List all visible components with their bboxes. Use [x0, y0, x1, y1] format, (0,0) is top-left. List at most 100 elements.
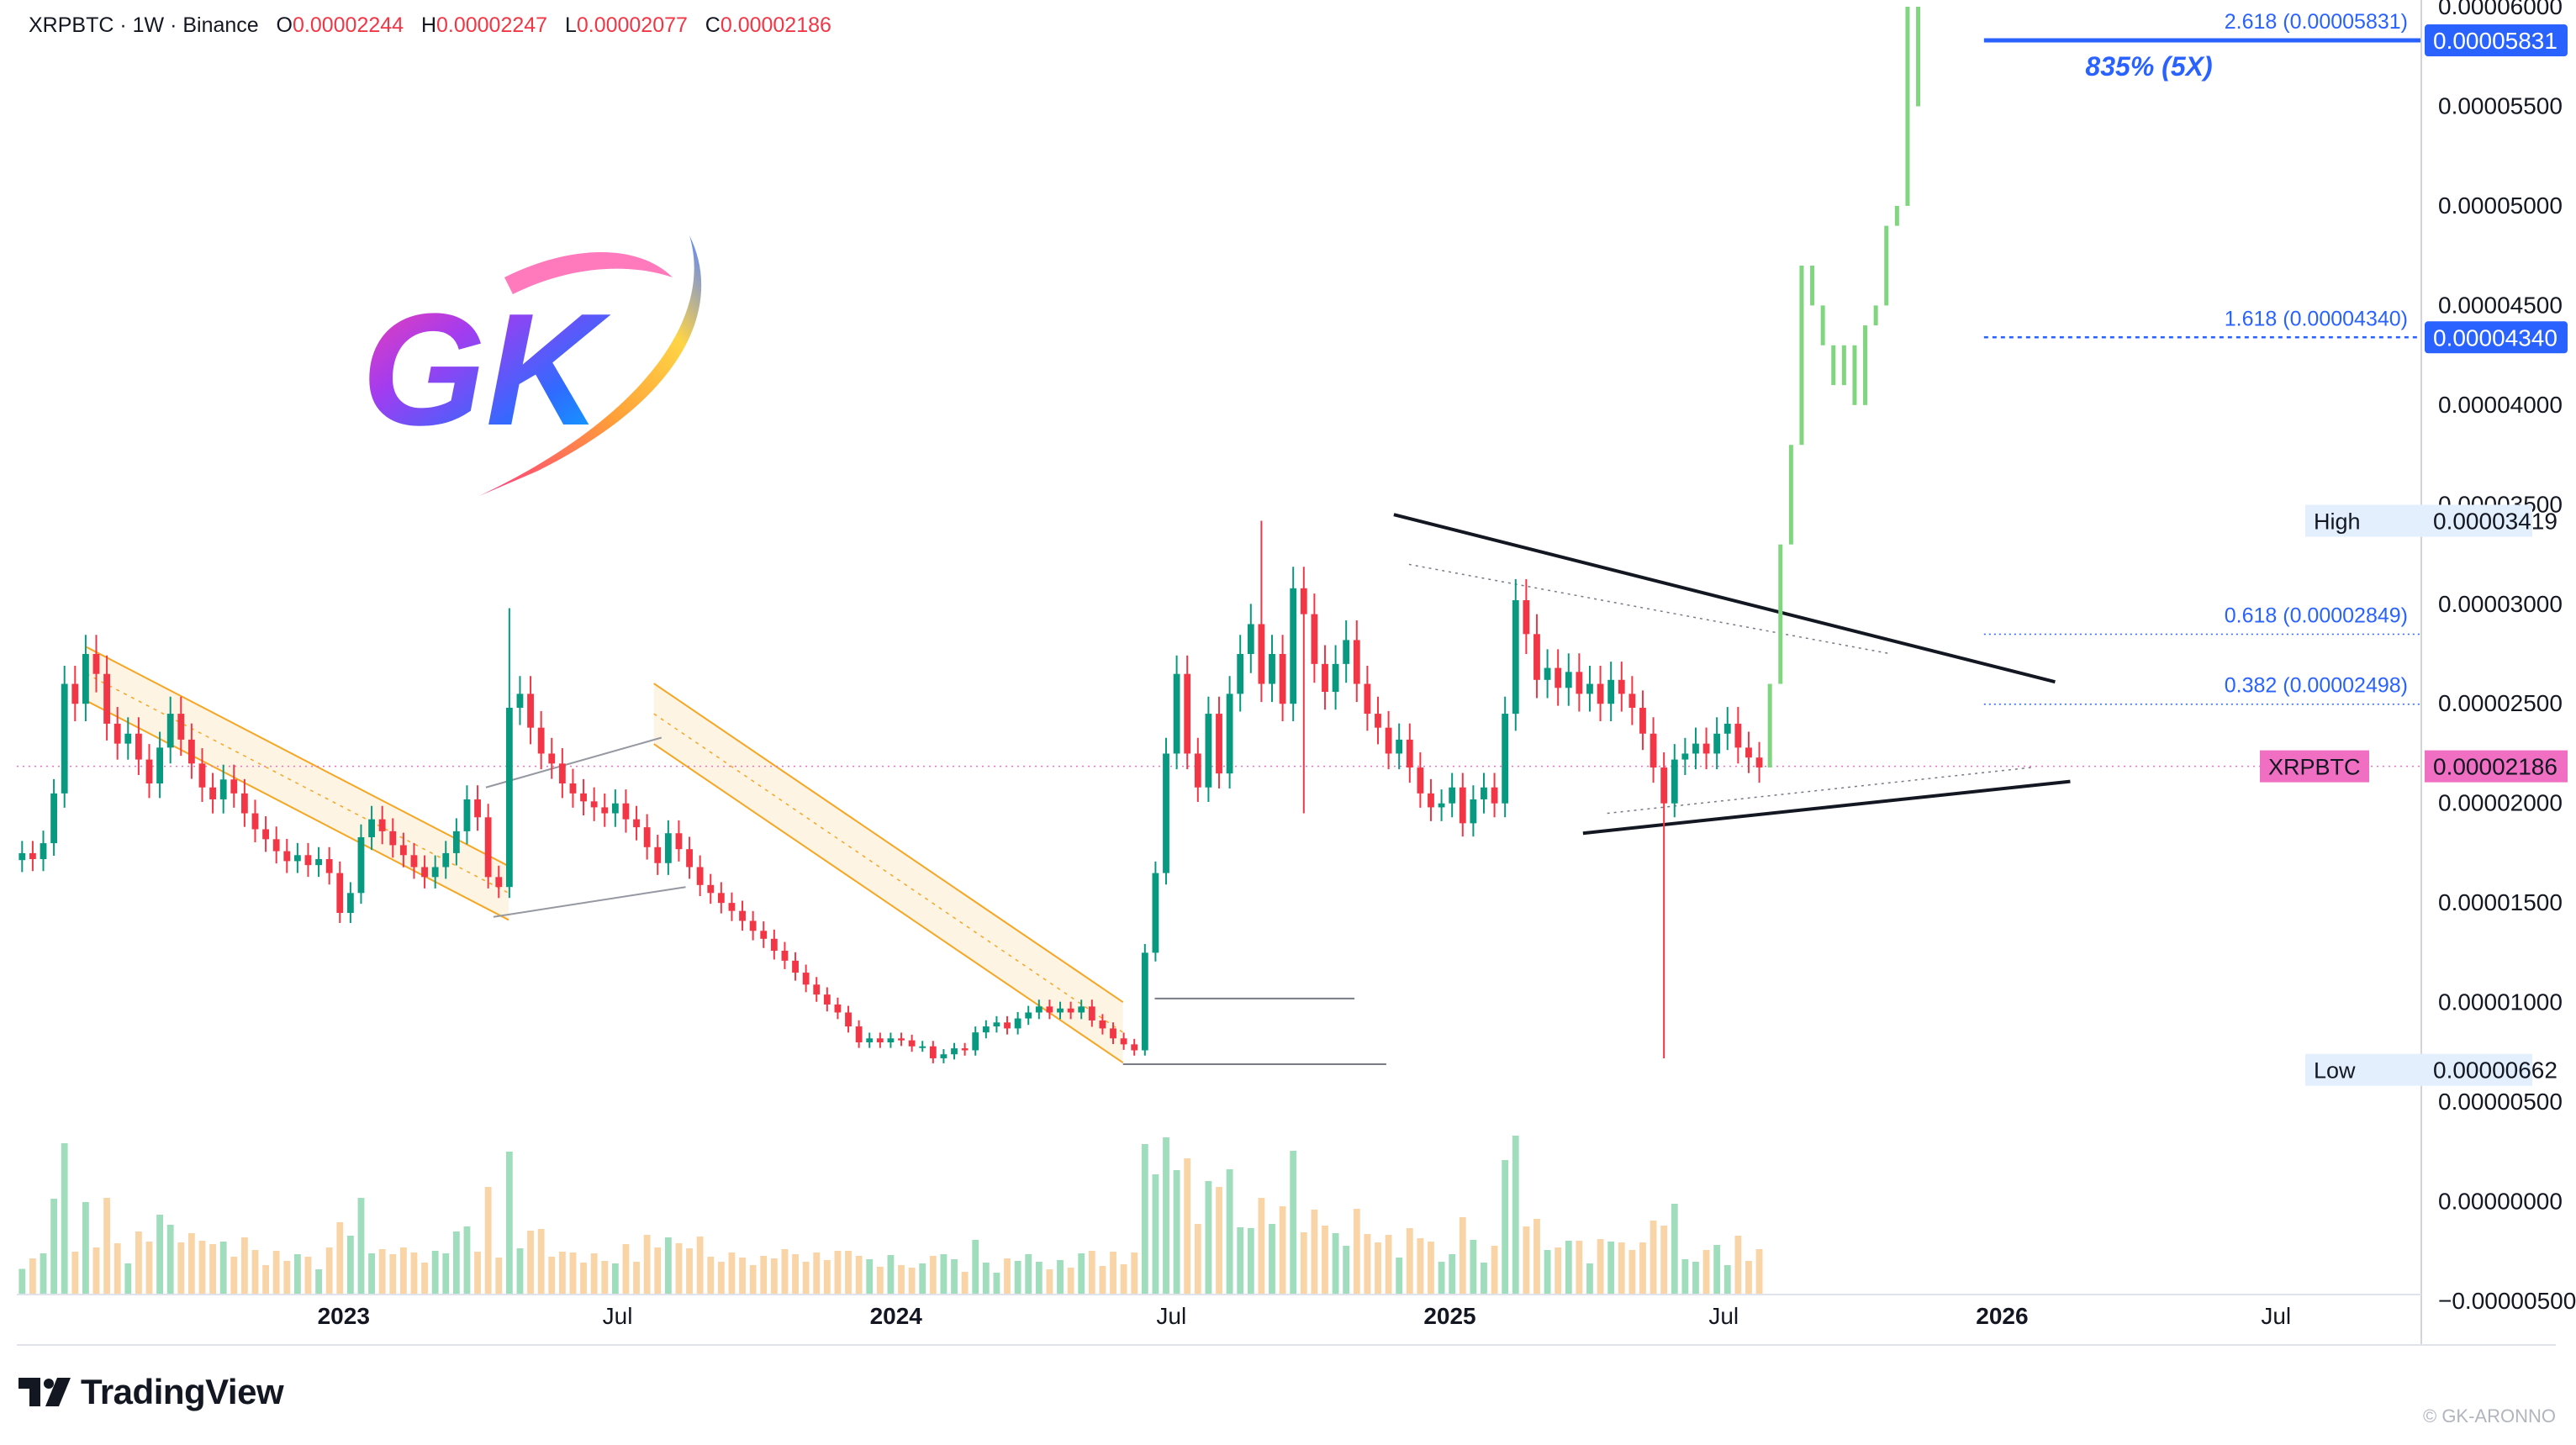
tradingview-wordmark: TradingView — [81, 1372, 284, 1411]
volume-bar — [1544, 1250, 1551, 1295]
volume-bar — [823, 1260, 831, 1295]
ohlc-header: XRPBTC · 1W · Binance O0.00002244 H0.000… — [29, 13, 831, 38]
channel-mid — [653, 713, 1124, 1033]
candle-body — [1702, 743, 1710, 754]
candle-body — [1396, 739, 1403, 754]
candle-body — [399, 845, 407, 856]
time-tick-label: Jul — [1708, 1303, 1739, 1329]
volume-bar — [1163, 1137, 1169, 1295]
volume-bar — [717, 1262, 725, 1295]
flag-upper — [485, 736, 662, 788]
candle-body — [527, 693, 534, 728]
candle-body — [590, 801, 598, 808]
candle-body — [951, 1048, 958, 1055]
candle-body — [813, 984, 821, 995]
candle-body — [770, 938, 778, 952]
fib-label: 0.382 (0.00002498) — [2225, 674, 2408, 698]
candle-body — [315, 859, 322, 866]
candle-body — [82, 654, 89, 704]
candle-body — [1723, 723, 1731, 734]
triangle-upper — [1393, 513, 2056, 684]
volume-bar — [1353, 1209, 1360, 1295]
candle-body — [113, 723, 121, 744]
volume-bar — [1417, 1238, 1424, 1295]
candle-body — [993, 1022, 1000, 1027]
interval[interactable]: 1W — [132, 13, 165, 37]
volume-bar — [357, 1198, 365, 1295]
candle-body — [633, 819, 640, 828]
volume-bar — [569, 1253, 577, 1295]
candle-body — [548, 753, 556, 764]
candle-body — [940, 1054, 948, 1058]
volume-bar — [1194, 1224, 1201, 1295]
tradingview-brand[interactable]: TradingView — [18, 1367, 284, 1417]
candle-body — [1025, 1012, 1032, 1019]
low-label: L — [564, 13, 577, 37]
volume-bar — [1300, 1232, 1307, 1295]
projection-bar — [1894, 205, 1899, 226]
volume-bar — [1110, 1252, 1116, 1295]
volume-bar — [368, 1253, 375, 1295]
candle-body — [1088, 1006, 1095, 1020]
volume-bar — [643, 1235, 651, 1295]
price-tick-label: 0.00001000 — [2438, 989, 2563, 1015]
candle-body — [1258, 624, 1265, 684]
candle-body — [1459, 787, 1466, 824]
candle-body — [1067, 1008, 1074, 1013]
volume-bar — [898, 1265, 905, 1295]
candle-body — [1120, 1038, 1127, 1045]
projection-bar — [1841, 345, 1846, 386]
fib-label: 0.618 (0.00002849) — [2225, 604, 2408, 628]
time-tick-label: 2026 — [1976, 1303, 2028, 1329]
volume-bar — [527, 1231, 534, 1295]
volume-bar — [1755, 1249, 1763, 1295]
volume-bar — [654, 1247, 662, 1295]
open-label: O — [276, 13, 293, 37]
tradingview-logo-icon — [18, 1378, 71, 1406]
volume-bar — [1459, 1217, 1466, 1295]
volume-bar — [389, 1254, 397, 1295]
channel-mid — [86, 673, 509, 894]
candle-body — [728, 903, 736, 911]
candle-body — [1428, 793, 1434, 808]
candle-body — [61, 683, 68, 794]
candle-body — [156, 747, 163, 783]
price-tick-label: 0.00006000 — [2438, 0, 2563, 19]
volume-bar — [505, 1152, 513, 1295]
volume-bar — [1681, 1259, 1689, 1295]
candle-body — [908, 1040, 916, 1047]
candle-body — [1491, 787, 1498, 804]
volume-bar — [1491, 1246, 1498, 1295]
candle-body — [198, 763, 206, 788]
candle-body — [495, 877, 503, 888]
candle-body — [749, 920, 757, 931]
volume-bar — [1279, 1206, 1286, 1295]
volume-bar — [92, 1247, 100, 1295]
volume-bar — [156, 1215, 163, 1295]
candle-body — [410, 855, 418, 868]
projection-bar — [1799, 266, 1804, 446]
volume-bar — [1332, 1233, 1339, 1295]
candle-body — [1269, 654, 1275, 684]
volume-bar — [633, 1262, 640, 1295]
candle-body — [1311, 614, 1318, 664]
volume-bar — [1216, 1187, 1222, 1295]
volume-bar — [1364, 1234, 1371, 1295]
channel-lower — [653, 743, 1124, 1063]
volume-bar — [442, 1253, 450, 1295]
candle-body — [707, 884, 715, 894]
candle-body — [166, 714, 174, 748]
volume-bar — [82, 1202, 89, 1295]
volume-bar — [675, 1243, 683, 1295]
symbol-name[interactable]: XRPBTC — [29, 13, 114, 37]
volume-bar — [283, 1261, 291, 1295]
volume-bar — [1173, 1170, 1180, 1295]
volume-bar — [113, 1243, 121, 1295]
candle-body — [1618, 679, 1625, 694]
candle-body — [452, 831, 460, 853]
volume-bar — [166, 1225, 174, 1295]
volume-bar — [230, 1257, 238, 1295]
candle-body — [855, 1026, 863, 1042]
